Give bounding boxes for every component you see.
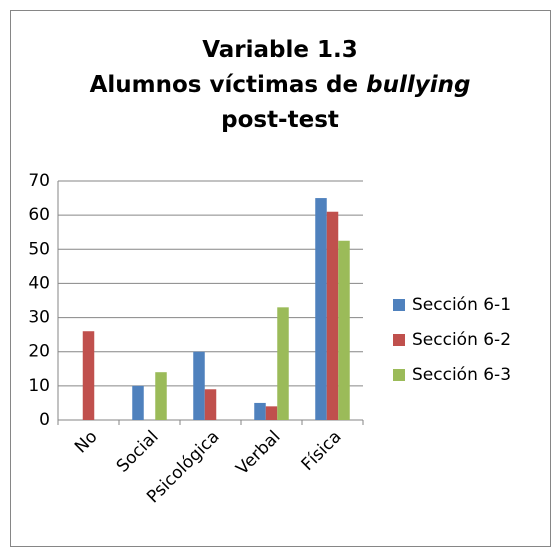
title-part: Alumnos víctimas de xyxy=(90,72,367,98)
bar xyxy=(132,385,144,420)
bar xyxy=(265,406,278,420)
legend-label: Sección 6-3 xyxy=(412,365,511,385)
chart-frame xyxy=(10,10,551,547)
bar xyxy=(338,240,350,420)
legend-swatch xyxy=(393,369,405,381)
legend-swatch xyxy=(393,299,405,311)
title-part: post-test xyxy=(221,107,339,133)
y-tick-label: 0 xyxy=(39,410,50,430)
y-tick-label: 10 xyxy=(28,376,50,396)
chart-title: post-test xyxy=(221,107,339,133)
bar xyxy=(326,211,339,420)
bar xyxy=(277,307,289,420)
chart-title: Variable 1.3 xyxy=(202,37,358,63)
bar xyxy=(82,331,95,420)
y-tick-label: 40 xyxy=(28,273,50,293)
bar xyxy=(193,351,205,420)
chart-title: Alumnos víctimas de bullying xyxy=(90,72,471,98)
bar xyxy=(315,198,327,420)
y-tick-label: 30 xyxy=(28,308,50,328)
legend-label: Sección 6-2 xyxy=(412,330,511,350)
title-part: bullying xyxy=(366,72,470,98)
legend-swatch xyxy=(393,334,405,346)
y-tick-label: 50 xyxy=(28,239,50,259)
y-tick-label: 60 xyxy=(28,205,50,225)
legend-label: Sección 6-1 xyxy=(412,295,511,315)
bar xyxy=(254,402,266,420)
bar xyxy=(155,372,167,420)
y-tick-label: 70 xyxy=(28,171,50,191)
y-tick-label: 20 xyxy=(28,342,50,362)
bar xyxy=(204,389,217,420)
title-part: Variable 1.3 xyxy=(202,37,358,63)
